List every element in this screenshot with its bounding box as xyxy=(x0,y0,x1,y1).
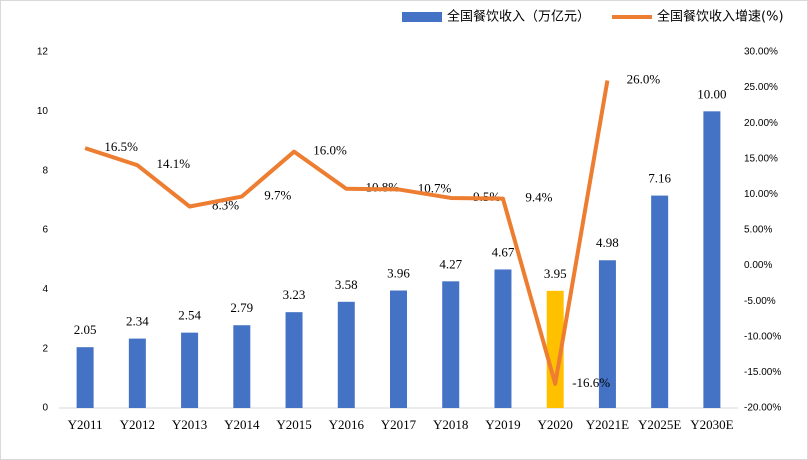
legend-label: 全国餐饮收入增速(%) xyxy=(657,9,784,25)
bar xyxy=(598,260,616,408)
x-tick-label: Y2012 xyxy=(120,417,155,432)
y2-tick-label: -15.00% xyxy=(744,367,781,378)
legend-label: 全国餐饮收入（万亿元） xyxy=(447,9,590,25)
bar xyxy=(546,290,564,408)
x-tick-label: Y2017 xyxy=(381,417,417,432)
y2-tick-label: 25.00% xyxy=(744,82,778,93)
y-tick-label: 6 xyxy=(42,225,48,236)
x-tick-label: Y2013 xyxy=(172,417,207,432)
data-label: 4.98 xyxy=(596,235,619,250)
x-tick-label: Y2015 xyxy=(276,417,311,432)
data-label: 3.95 xyxy=(544,266,567,281)
bar xyxy=(442,281,460,408)
y2-tick-label: -20.00% xyxy=(744,403,781,414)
y2-tick-label: 10.00% xyxy=(744,189,778,200)
data-label: 16.0% xyxy=(313,143,347,158)
data-label: 2.34 xyxy=(126,314,149,329)
x-tick-label: Y2021E xyxy=(586,417,629,432)
y2-tick-label: 5.00% xyxy=(744,225,772,236)
y-tick-label: 8 xyxy=(42,165,48,176)
x-tick-label: Y2018 xyxy=(433,417,468,432)
x-tick-label: Y2030E xyxy=(690,417,733,432)
bar xyxy=(128,338,146,408)
data-label: 2.05 xyxy=(74,322,97,337)
data-label: 7.16 xyxy=(648,171,671,186)
data-label: 9.7% xyxy=(264,188,291,203)
y-tick-label: 2 xyxy=(42,343,48,354)
bar xyxy=(76,347,94,408)
data-label: 16.5% xyxy=(104,139,138,154)
data-label: 4.67 xyxy=(492,244,515,259)
y2-tick-label: 30.00% xyxy=(744,47,778,58)
data-label: 3.23 xyxy=(283,287,306,302)
legend-swatch xyxy=(402,12,442,22)
y2-tick-label: 15.00% xyxy=(744,153,778,164)
bar xyxy=(390,290,407,408)
data-label: 10.7% xyxy=(418,180,452,195)
y2-tick-label: 0.00% xyxy=(744,260,772,271)
data-label: 26.0% xyxy=(627,71,661,86)
data-label: 3.96 xyxy=(387,266,410,281)
data-label: 9.4% xyxy=(525,190,552,205)
x-tick-label: Y2020 xyxy=(537,417,572,432)
line xyxy=(84,80,610,386)
data-label: 2.79 xyxy=(230,300,253,315)
bar xyxy=(233,325,251,408)
y2-tick-label: 20.00% xyxy=(744,118,778,129)
x-tick-label: Y2025E xyxy=(638,417,681,432)
data-label: 10.00 xyxy=(697,86,726,101)
data-label: 2.54 xyxy=(178,308,201,323)
y-tick-label: 0 xyxy=(42,403,48,414)
data-label: 3.58 xyxy=(335,277,358,292)
bar xyxy=(337,301,355,408)
data-label: -16.6% xyxy=(572,375,610,390)
bar xyxy=(494,269,512,408)
y-tick-label: 10 xyxy=(37,106,49,117)
x-tick-label: Y2011 xyxy=(68,417,103,432)
x-tick-label: Y2014 xyxy=(224,417,260,432)
x-tick-label: Y2016 xyxy=(329,417,365,432)
data-label: 14.1% xyxy=(157,156,191,171)
bar xyxy=(285,312,303,408)
bar xyxy=(181,332,199,408)
bar xyxy=(703,111,721,408)
y2-tick-label: -5.00% xyxy=(744,296,776,307)
y2-tick-label: -10.00% xyxy=(744,331,781,342)
y-tick-label: 4 xyxy=(42,284,48,295)
bar xyxy=(651,195,669,408)
x-tick-label: Y2019 xyxy=(485,417,520,432)
y-tick-label: 12 xyxy=(37,47,49,58)
data-label: 4.27 xyxy=(439,256,462,271)
